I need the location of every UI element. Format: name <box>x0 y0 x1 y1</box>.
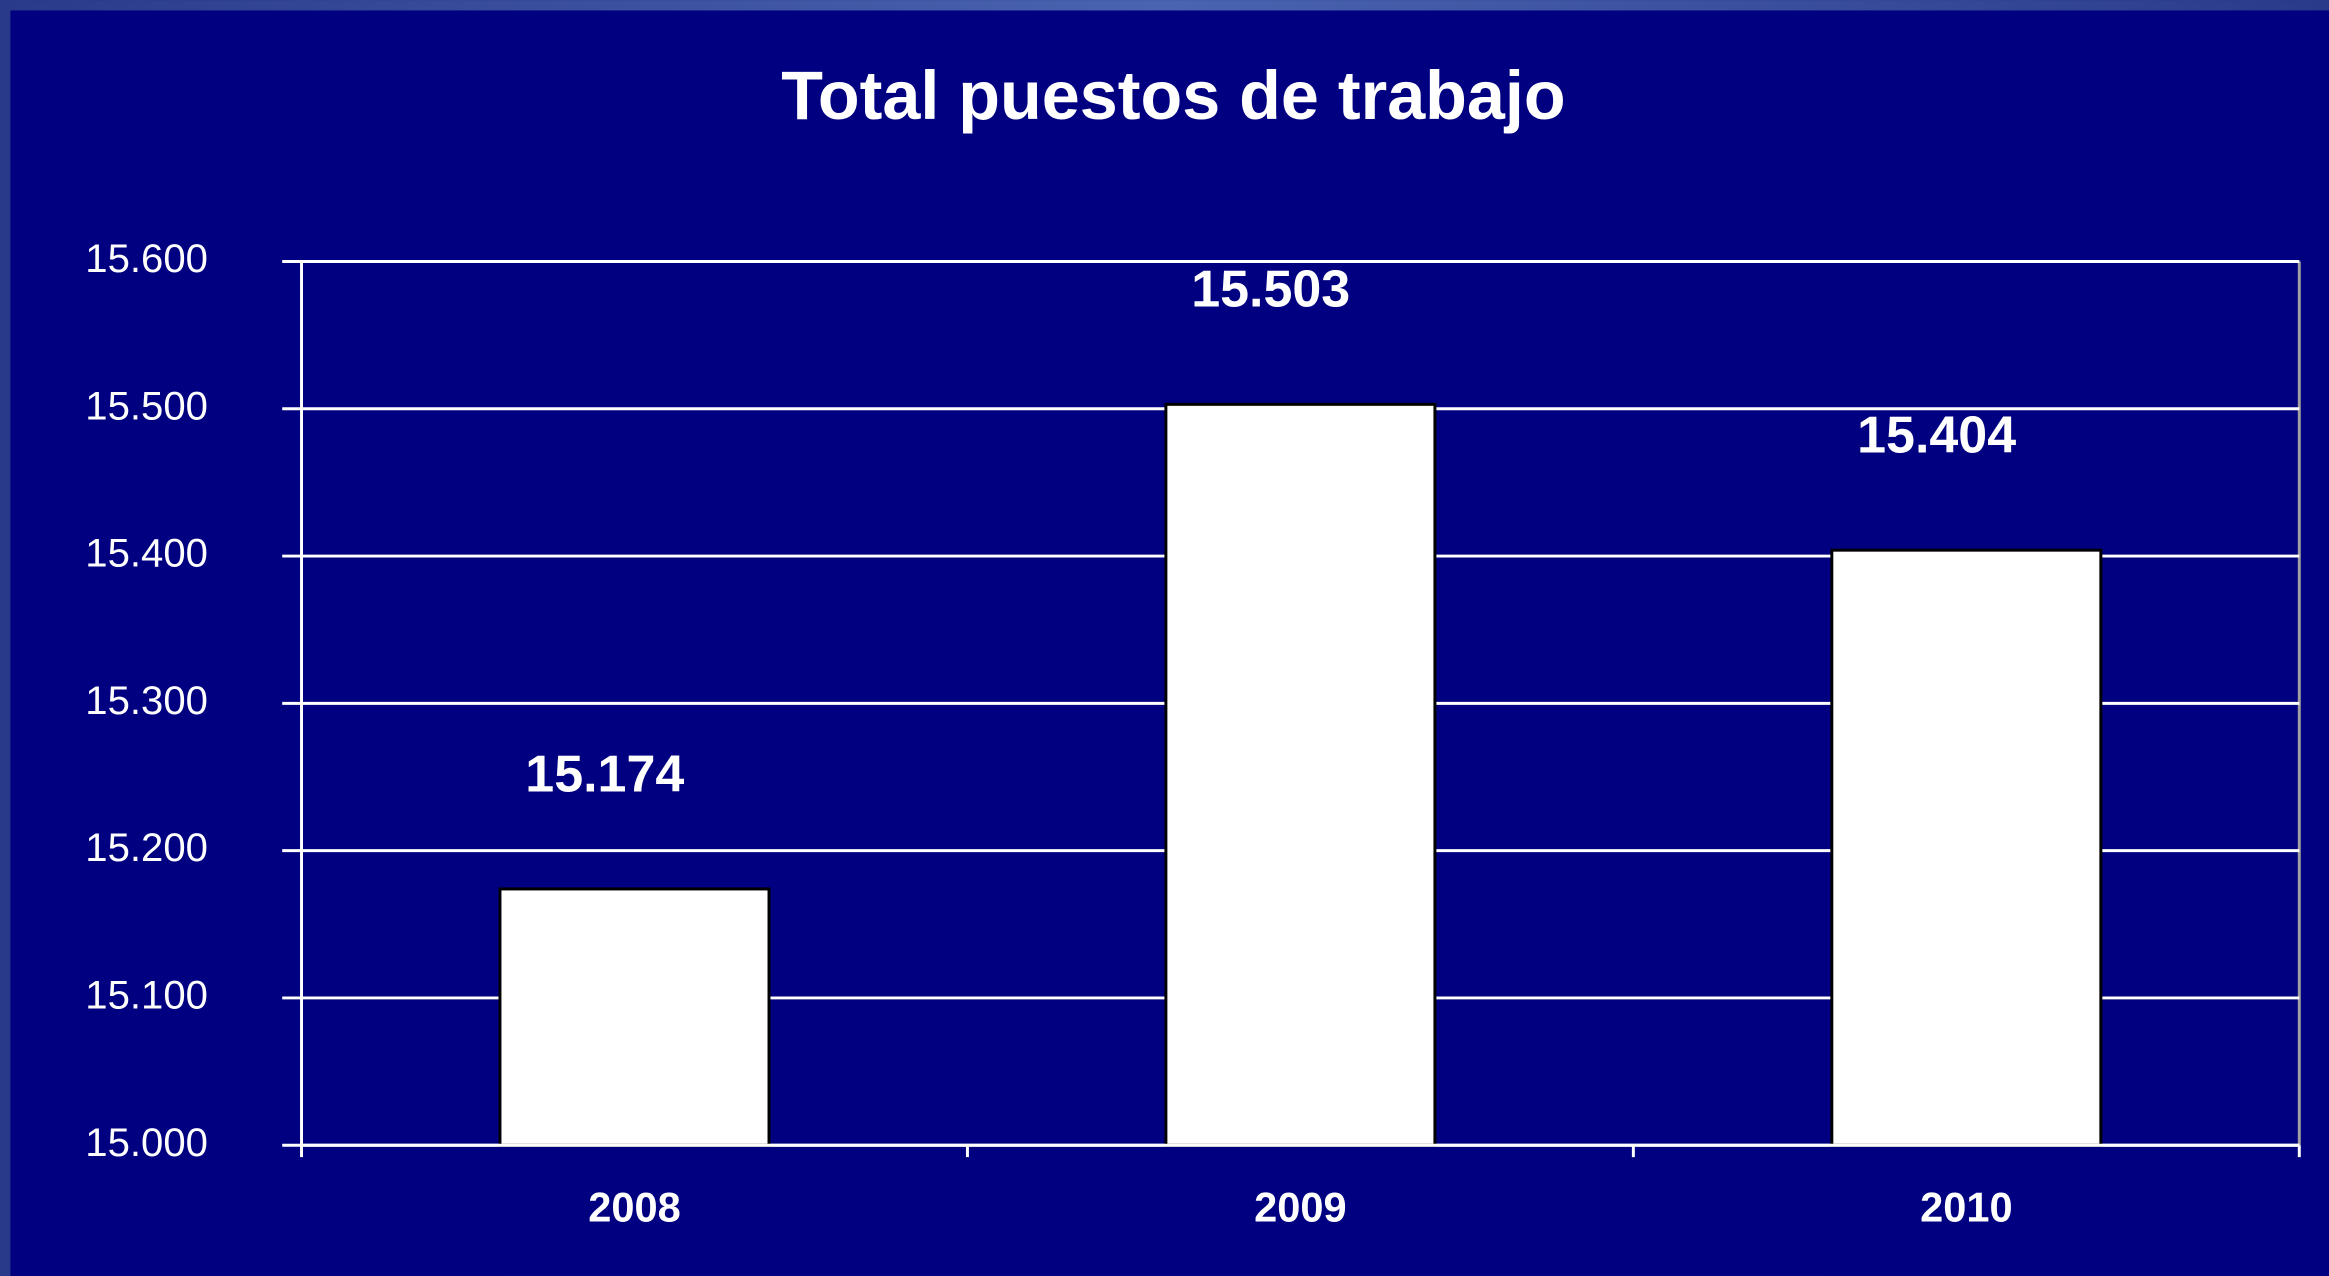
data-label: 15.174 <box>525 745 684 803</box>
y-tick-label: 15.200 <box>85 826 208 870</box>
chart-title: Total puestos de trabajo <box>781 58 1565 134</box>
x-tick-label: 2009 <box>1254 1184 1347 1231</box>
x-tick-label: 2008 <box>588 1184 681 1231</box>
y-tick-label: 15.400 <box>85 532 208 576</box>
x-tick-label: 2010 <box>1920 1184 2013 1231</box>
data-label: 15.404 <box>1857 407 2016 465</box>
data-label: 15.503 <box>1191 261 1350 319</box>
y-tick-label: 15.000 <box>85 1121 208 1165</box>
y-tick-label: 15.600 <box>85 237 208 281</box>
bar <box>498 887 771 1147</box>
y-tick-label: 15.100 <box>85 974 208 1018</box>
bar <box>1830 548 2103 1147</box>
y-tick-label: 15.500 <box>85 384 208 428</box>
y-tick-label: 15.300 <box>85 679 208 723</box>
bar <box>1164 402 1437 1147</box>
